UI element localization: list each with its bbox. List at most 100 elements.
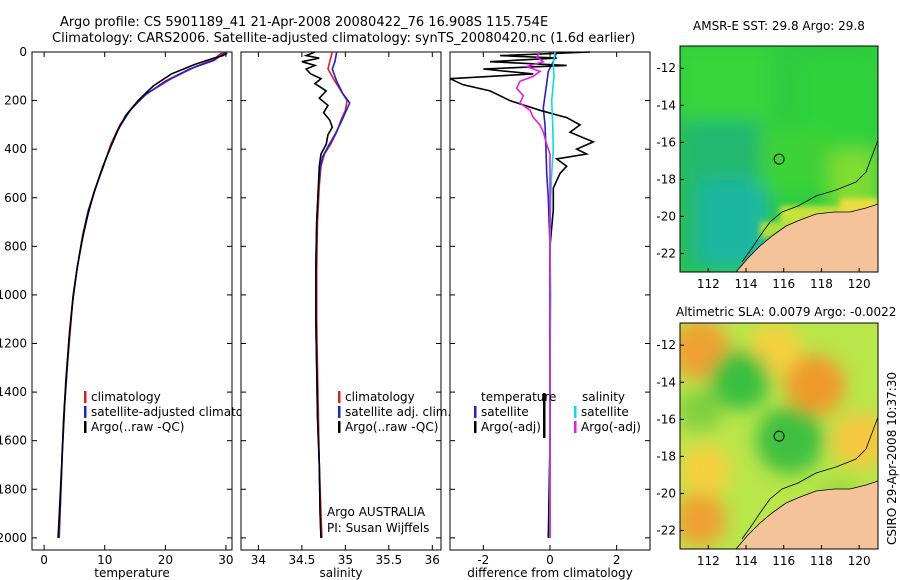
series-line-argo-raw-qc- <box>57 52 228 538</box>
sst-map-title: AMSR-E SST: 29.8 Argo: 29.8 <box>693 19 865 33</box>
side-timestamp-label: CSIRO 29-Apr-2008 10:37:30 <box>885 372 899 545</box>
figure-title-line1: Argo profile: CS 5901189_41 21-Apr-2008 … <box>60 15 548 30</box>
sla-map-field <box>680 323 878 549</box>
x-tick-label: 35 <box>338 553 353 567</box>
legend-label: Argo(-adj) <box>481 420 541 434</box>
y-tick-label: 1800 <box>0 482 27 496</box>
legend-swatch <box>84 406 87 418</box>
legend-swatch <box>84 391 87 403</box>
y-tick-label: 400 <box>4 142 27 156</box>
map-y-tick-label: -16 <box>656 412 676 426</box>
map-x-tick-label: 116 <box>772 554 795 568</box>
sst-land <box>736 204 878 272</box>
map-y-tick-label: -20 <box>656 486 676 500</box>
x-tick-label: 0 <box>546 553 554 567</box>
legend-label: climatology <box>345 390 415 404</box>
sst-map-axes: 112 114 116 118 120 -12 -14 -16 -18 -20 -22 <box>656 61 870 291</box>
x-tick-label: 35.5 <box>375 553 402 567</box>
sla-map-title: Altimetric SLA: 0.0079 Argo: -0.0022 <box>676 305 896 319</box>
legend-label: satellite-adjusted climatology <box>91 405 269 419</box>
map-x-tick-label: 116 <box>772 277 795 291</box>
legend-label: satellite <box>481 405 529 419</box>
map-y-tick-label: -12 <box>656 61 676 75</box>
legend-label: Argo(..raw -QC) <box>91 420 184 434</box>
y-tick-label: 800 <box>4 239 27 253</box>
map-x-tick-label: 114 <box>735 554 758 568</box>
legend-swatch <box>338 406 341 418</box>
y-tick-label: 1200 <box>0 337 27 351</box>
sst-map-panel: AMSR-E SST: 29.8 Argo: 29.8 112 114 116 118… <box>656 19 879 291</box>
map-x-tick-label: 120 <box>848 554 871 568</box>
map-y-tick-label: -14 <box>656 98 676 112</box>
y-tick-label: 1000 <box>0 288 27 302</box>
sla-land <box>736 481 878 549</box>
y-tick-label: 1400 <box>0 385 27 399</box>
y-tick-label: 1600 <box>0 434 27 448</box>
legend-swatch <box>84 421 87 433</box>
sla-map-axes: 112 114 116 118 120 -12 -14 -16 -18 -20 -22 <box>656 338 870 568</box>
x-axis-label: temperature <box>94 566 169 580</box>
sst-map-field <box>680 46 878 272</box>
sst-argo-location-marker <box>773 153 785 165</box>
x-axis-label: difference from climatology <box>467 566 633 580</box>
map-x-tick-label: 118 <box>810 554 833 568</box>
x-tick-label: 34 <box>251 553 266 567</box>
salinity-profile-panel: 34 34.5 35 35.5 36 salinity climatologysatelli… <box>240 51 451 580</box>
map-y-tick-label: -18 <box>656 172 676 186</box>
x-tick-label: 36 <box>425 553 440 567</box>
sst-coastline <box>735 203 878 272</box>
map-x-tick-label: 114 <box>735 277 758 291</box>
sla-contour <box>741 416 878 540</box>
legend-title-salinity: salinity <box>582 390 625 404</box>
legend-label: satellite adj. clim. <box>345 405 451 419</box>
map-y-tick-label: -16 <box>656 135 676 149</box>
legend-swatch <box>474 406 477 418</box>
x-tick-label: 2 <box>613 553 621 567</box>
sla-argo-location-marker <box>773 430 785 442</box>
plot-frame <box>240 51 442 551</box>
map-y-tick-label: -22 <box>656 246 676 260</box>
legend-swatch <box>574 421 577 433</box>
legend-title-temperature: temperature <box>481 390 556 404</box>
legend: temperature salinitysatelliteArgo(-adj)sa… <box>474 390 641 438</box>
figure-title-line2: Climatology: CARS2006. Satellite-adjuste… <box>52 31 635 46</box>
map-x-tick-label: 112 <box>697 554 720 568</box>
map-x-tick-label: 118 <box>810 277 833 291</box>
legend-swatch <box>574 406 577 418</box>
series-line-argo-raw-qc- <box>301 51 334 538</box>
credit-line1: Argo AUSTRALIA <box>327 505 426 519</box>
x-tick-label: 0 <box>40 553 48 567</box>
map-y-tick-label: -14 <box>656 375 676 389</box>
x-tick-label: -2 <box>477 553 489 567</box>
y-tick-label: 200 <box>4 94 27 108</box>
map-y-tick-label: -12 <box>656 338 676 352</box>
x-tick-label: 10 <box>97 553 112 567</box>
sla-map-panel: Altimetric SLA: 0.0079 Argo: -0.0022 112… <box>656 305 896 568</box>
legend-label: climatology <box>91 390 161 404</box>
map-x-tick-label: 120 <box>848 277 871 291</box>
y-tick-label: 2000 <box>0 531 27 545</box>
map-x-tick-label: 112 <box>697 277 720 291</box>
x-tick-label: 20 <box>158 553 173 567</box>
credit-line2: PI: Susan Wijffels <box>327 521 429 535</box>
plot-frame <box>31 51 233 551</box>
series-line-temperature-argo-adj- <box>449 51 596 538</box>
x-tick-label: 34.5 <box>289 553 316 567</box>
map-y-tick-label: -22 <box>656 523 676 537</box>
legend-swatch <box>474 421 477 433</box>
legend-swatch <box>338 421 341 433</box>
y-tick-label: 600 <box>4 191 27 205</box>
x-axis-label: salinity <box>319 566 362 580</box>
legend-label: satellite <box>581 405 629 419</box>
sst-contour <box>741 139 878 263</box>
x-tick-label: 30 <box>218 553 233 567</box>
map-y-tick-label: -18 <box>656 449 676 463</box>
map-y-tick-label: -20 <box>656 209 676 223</box>
temperature-profile-panel: 0 10 20 30 0 200 400 600 800 1000 1200 1400 1600 1800… <box>0 45 269 580</box>
legend-divider <box>543 393 546 438</box>
legend-label: Argo(-adj) <box>581 420 641 434</box>
